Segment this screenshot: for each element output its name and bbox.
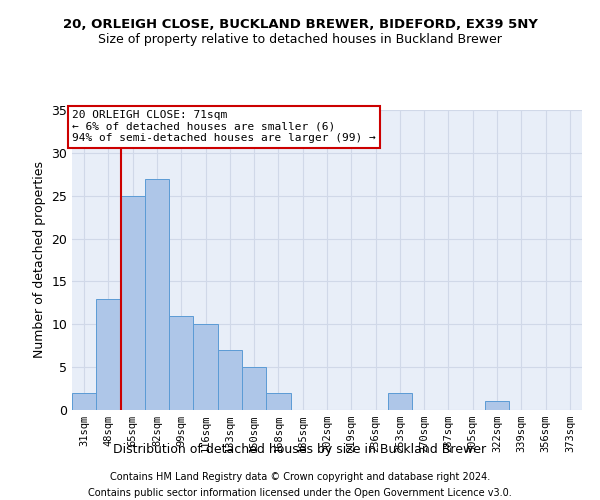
Bar [96, 298, 121, 410]
Bar [121, 196, 145, 410]
Text: Size of property relative to detached houses in Buckland Brewer: Size of property relative to detached ho… [98, 32, 502, 46]
Text: Distribution of detached houses by size in Buckland Brewer: Distribution of detached houses by size … [113, 442, 487, 456]
Text: 20, ORLEIGH CLOSE, BUCKLAND BREWER, BIDEFORD, EX39 5NY: 20, ORLEIGH CLOSE, BUCKLAND BREWER, BIDE… [62, 18, 538, 30]
Bar [388, 393, 412, 410]
Bar [242, 367, 266, 410]
Text: 20 ORLEIGH CLOSE: 71sqm
← 6% of detached houses are smaller (6)
94% of semi-deta: 20 ORLEIGH CLOSE: 71sqm ← 6% of detached… [72, 110, 376, 143]
Bar [193, 324, 218, 410]
Y-axis label: Number of detached properties: Number of detached properties [33, 162, 46, 358]
Text: Contains HM Land Registry data © Crown copyright and database right 2024.: Contains HM Land Registry data © Crown c… [110, 472, 490, 482]
Bar [266, 393, 290, 410]
Bar [218, 350, 242, 410]
Bar [485, 402, 509, 410]
Bar [145, 178, 169, 410]
Bar [72, 393, 96, 410]
Text: Contains public sector information licensed under the Open Government Licence v3: Contains public sector information licen… [88, 488, 512, 498]
Bar [169, 316, 193, 410]
